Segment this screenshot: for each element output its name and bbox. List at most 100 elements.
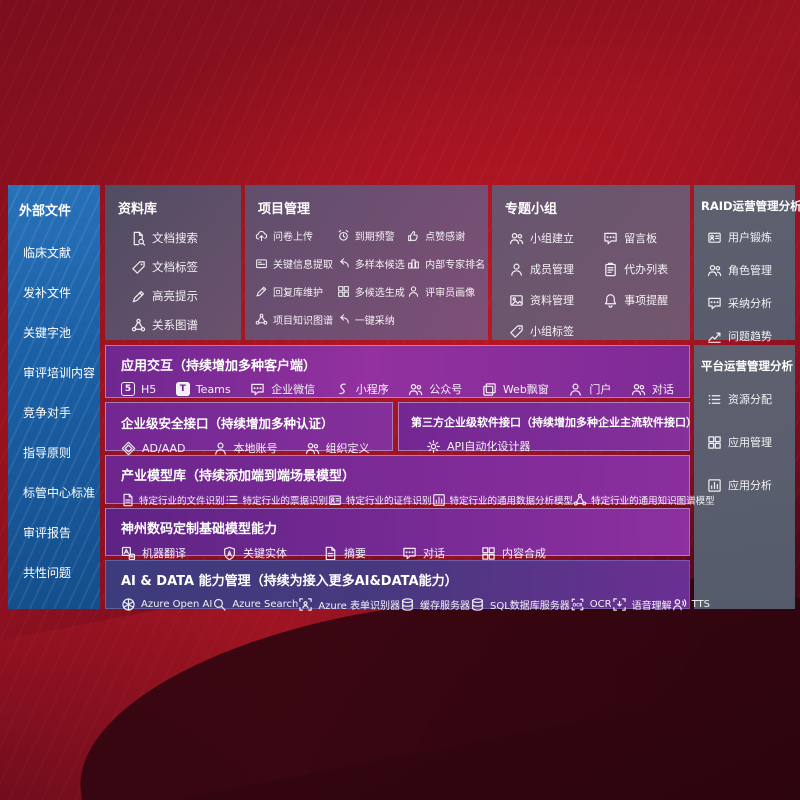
feature-label: 关键信息提取 xyxy=(273,260,333,271)
feature-multi-sample: 多样本候选 xyxy=(337,256,407,271)
sidebar-item-guidelines: 指导原则 xyxy=(23,446,72,460)
raid-analysis-title: RAID运营管理分析 xyxy=(701,199,800,213)
feature-label: API自动化设计器 xyxy=(447,440,531,453)
feature-reply-library: 回复库维护 xyxy=(255,284,337,299)
feature-due-warning: 到期预警 xyxy=(337,228,407,243)
wechat-work-icon xyxy=(250,382,265,397)
repository-panel: 资料库 文档搜索 文档标签 高亮提示 关系图谱 文档分类 xyxy=(105,185,241,361)
speech-brackets-icon xyxy=(612,597,627,612)
external-files-list: 临床文献 发补文件 关键字池 审评培训内容 竞争对手 指导原则 标管中心标准 审… xyxy=(8,219,100,581)
tag-icon xyxy=(131,260,146,275)
model-data-analysis: 特定行业的通用数据分析模型 xyxy=(432,493,574,507)
feature-relation-graph: 关系图谱 xyxy=(131,317,241,333)
service-form-recognizer: Azure 表单识别器 xyxy=(298,597,400,612)
service-label: 语音理解 xyxy=(631,601,672,612)
external-files-title: 外部文件 xyxy=(19,204,72,219)
feature-label: 留言板 xyxy=(624,232,658,245)
local-account-icon xyxy=(213,441,228,456)
service-label: Azure 表单识别器 xyxy=(318,601,400,612)
client-dialog: 对话 xyxy=(631,381,674,397)
auth-ad-aad: AD/AAD xyxy=(121,441,186,456)
feature-label: 点赞感谢 xyxy=(425,232,466,243)
feature-label: 到期预警 xyxy=(354,232,395,243)
app-interaction-band: 应用交互（持续增加多种客户端） 5 H5 T Teams 企业微信 小程序 公众号 … xyxy=(105,345,690,398)
knowledge-graph-model-icon xyxy=(573,493,587,507)
person-icon xyxy=(407,285,420,298)
receipt-recognition-icon xyxy=(225,493,239,507)
feature-role-manage: 角色管理 xyxy=(707,262,795,278)
feature-api-designer: API自动化设计器 xyxy=(426,438,530,454)
ai-data-band: AI & DATA 能力管理（持续为接入更多AI&DATA能力） Azure O… xyxy=(105,560,710,612)
sql-database-icon xyxy=(470,597,485,612)
industry-models-title: 产业模型库（持续添加端到端场景模型） xyxy=(121,469,356,484)
model-file-recognition: 特定行业的文件识别 xyxy=(121,493,225,507)
raid-analysis-items: 用户锻炼 角色管理 采纳分析 问题趋势 xyxy=(694,214,795,344)
industry-models-band: 产业模型库（持续添加端到端场景模型） 特定行业的文件识别 特定行业的票据识别 特… xyxy=(105,455,715,507)
feature-multi-candidate: 多候选生成 xyxy=(337,284,407,299)
model-label: 特定行业的通用数据分析模型 xyxy=(449,496,574,507)
doc-search-icon xyxy=(131,231,146,246)
apps-grid-icon xyxy=(707,435,722,450)
person-icon xyxy=(509,262,524,277)
undo-arrow-icon xyxy=(337,257,350,270)
feature-label: 内部专家排名 xyxy=(425,260,486,271)
feature-key-info-extract: 关键信息提取 xyxy=(255,256,337,271)
base-models-title: 神州数码定制基础模型能力 xyxy=(121,522,278,537)
client-wechat-work: 企业微信 xyxy=(250,381,315,397)
auth-label: 本地账号 xyxy=(233,442,278,455)
service-sql-server: SQL数据库服务器 xyxy=(470,597,570,612)
third-party-interface-band: 第三方企业级软件接口（持续增加多种企业主流软件接口） API自动化设计器 xyxy=(398,402,697,454)
feature-label: 一键采纳 xyxy=(354,316,395,327)
certificate-recognition-icon xyxy=(328,493,342,507)
platform-analysis-title: 平台运营管理分析 xyxy=(701,359,793,373)
client-label: Web飘窗 xyxy=(502,383,549,396)
feature-label: 项目知识图谱 xyxy=(273,316,333,327)
feature-app-analysis: 应用分析 xyxy=(707,477,795,493)
capability-label: 摘要 xyxy=(344,547,366,560)
service-cache-server: 缓存服务器 xyxy=(400,597,470,612)
sidebar-item-review-training: 审评培训内容 xyxy=(23,366,96,380)
client-label: 门户 xyxy=(589,383,612,396)
feature-label: 资料管理 xyxy=(530,294,574,307)
third-party-interface-items: API自动化设计器 xyxy=(399,430,689,454)
feature-message-board: 留言板 xyxy=(603,230,690,246)
info-extract-icon xyxy=(255,257,268,270)
external-files-panel: 外部文件 临床文献 发补文件 关键字池 审评培训内容 竞争对手 指导原则 标管中… xyxy=(8,185,100,609)
feature-label: 角色管理 xyxy=(728,264,772,277)
feature-label: 应用管理 xyxy=(728,436,772,449)
grid-icon xyxy=(337,285,350,298)
capability-dialog: 对话 xyxy=(402,545,445,561)
ocr-brackets-icon xyxy=(570,597,585,612)
bell-icon xyxy=(603,293,618,308)
project-management-panel: 项目管理 问卷上传 到期预警 点赞感谢 关键信息提取 多样本候选 内部专家排名 … xyxy=(245,185,488,340)
sidebar-item-keyword-pool: 关键字池 xyxy=(23,326,72,340)
industry-models-items: 特定行业的文件识别 特定行业的票据识别 特定行业的证件识别 特定行业的通用数据分… xyxy=(106,484,715,507)
client-label: 企业微信 xyxy=(271,383,316,396)
feature-like-thanks: 点赞感谢 xyxy=(407,228,482,243)
feature-app-manage: 应用管理 xyxy=(707,434,795,450)
auth-org-definition: 组织定义 xyxy=(305,440,370,456)
client-miniprogram: 小程序 xyxy=(335,381,389,397)
pen-icon xyxy=(255,285,268,298)
repository-items: 文档搜索 文档标签 高亮提示 关系图谱 文档分类 xyxy=(105,217,241,362)
topic-groups-title: 专题小组 xyxy=(505,202,558,217)
model-label: 特定行业的票据识别 xyxy=(242,496,329,507)
capability-label: 关键实体 xyxy=(243,547,287,560)
feature-material-manage: 资料管理 xyxy=(509,292,603,308)
feature-reviewer-profile: 评审员画像 xyxy=(407,284,482,299)
feature-label: 回复库维护 xyxy=(273,288,323,299)
security-interface-title: 企业级安全接口（持续增加多种认证） xyxy=(121,416,334,431)
h5-icon: 5 xyxy=(121,382,135,396)
ad-aad-diamond-icon xyxy=(121,441,136,456)
entity-shield-icon xyxy=(222,546,237,561)
web-window-icon xyxy=(482,382,497,397)
service-label: OCR xyxy=(589,599,612,610)
feature-label: 应用分析 xyxy=(728,479,772,492)
auth-local-account: 本地账号 xyxy=(213,440,278,456)
feature-label: 关系图谱 xyxy=(152,318,198,332)
security-interface-items: AD/AAD 本地账号 组织定义 xyxy=(106,432,392,456)
platform-analysis-panel: 平台运营管理分析 资源分配 应用管理 应用分析 xyxy=(694,345,795,609)
feature-label: 多候选生成 xyxy=(354,288,405,299)
cloud-upload-icon xyxy=(255,229,268,242)
ai-data-items: Azure Open AI Azure Search Azure 表单识别器 缓… xyxy=(106,589,710,612)
